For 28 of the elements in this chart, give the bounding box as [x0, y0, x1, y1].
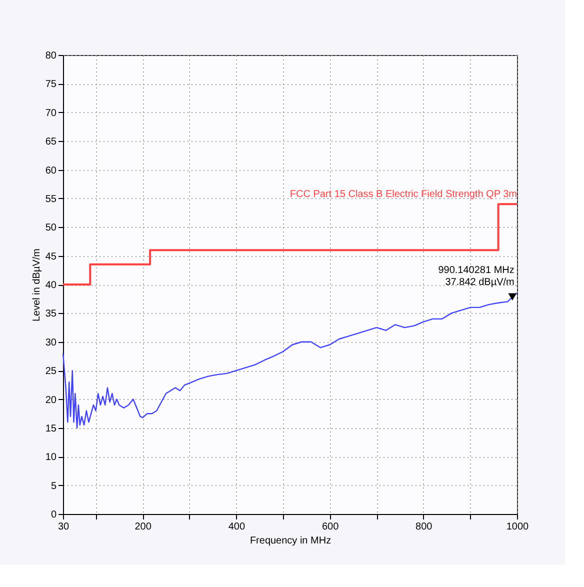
y-tick-label: 0 [50, 510, 57, 520]
y-tick-label: 50 [45, 222, 57, 234]
x-tick-label: 1000 [506, 522, 530, 532]
x-axis-title: Frequency in MHz [250, 536, 332, 546]
y-tick-label: 80 [45, 50, 57, 62]
line-series [62, 292, 518, 429]
y-axis-title: Level in dBµV/m [31, 248, 42, 322]
x-tick-label: 600 [322, 522, 340, 532]
y-tick-label: 55 [45, 194, 57, 205]
series-label: FCC Part 15 Class B Electric Field Strength QP 3m [290, 189, 517, 200]
annotation: 990.140281 MHz 37.842 dBµV/m [438, 264, 514, 288]
y-tick-label: 60 [45, 165, 57, 176]
x-tick-label: 30 [58, 522, 70, 532]
y-tick-label: 35 [45, 308, 57, 320]
x-tick-label: 200 [134, 522, 152, 532]
y-tick-label: 15 [45, 423, 57, 434]
y-tick-label: 75 [45, 79, 57, 90]
x-tick-label: 800 [416, 522, 433, 532]
y-tick-label: 25 [45, 366, 57, 378]
y-tick-label: 45 [45, 251, 57, 262]
y-tick-label: 30 [45, 337, 57, 348]
y-tick-label: 5 [50, 480, 57, 492]
y-tick-label: 20 [45, 394, 57, 406]
y-tick-label: 70 [45, 108, 57, 119]
y-tick-label: 65 [45, 136, 57, 148]
x-tick-label: 400 [228, 522, 246, 532]
y-tick-label: 40 [45, 280, 57, 291]
y-tick-label: 10 [45, 452, 57, 464]
